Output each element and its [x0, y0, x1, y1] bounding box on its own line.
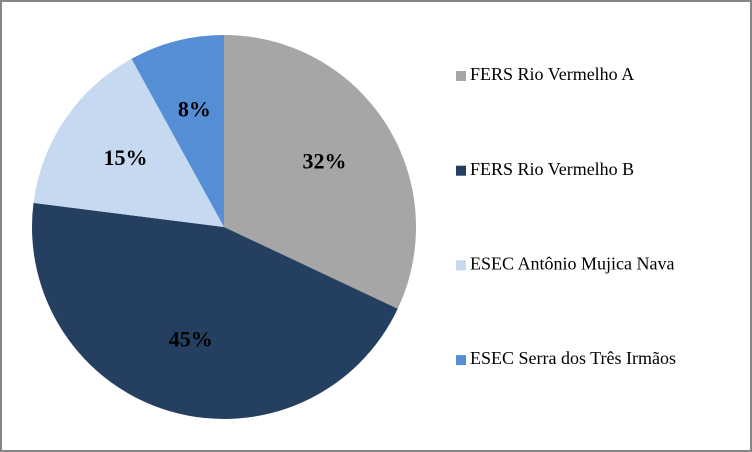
pie-slice	[131, 35, 224, 227]
legend-swatch	[456, 260, 466, 271]
value-label: 32%	[303, 148, 347, 173]
legend-label: FERS Rio Vermelho B	[470, 159, 634, 179]
value-label: 45%	[169, 326, 213, 351]
legend-swatch	[456, 355, 466, 366]
pie-slice	[31, 202, 398, 420]
legend-swatch	[456, 165, 466, 176]
legend-label: ESEC Antônio Mujica Nava	[470, 254, 674, 274]
legend-swatch	[456, 71, 466, 81]
legend-label: ESEC Serra dos Três Irmãos	[470, 348, 676, 368]
pie-slice	[224, 35, 417, 309]
value-label: 15%	[104, 145, 148, 170]
value-label: 8%	[178, 97, 211, 122]
legend-label: FERS Rio Vermelho A	[470, 64, 634, 84]
pie-slice	[33, 58, 224, 228]
